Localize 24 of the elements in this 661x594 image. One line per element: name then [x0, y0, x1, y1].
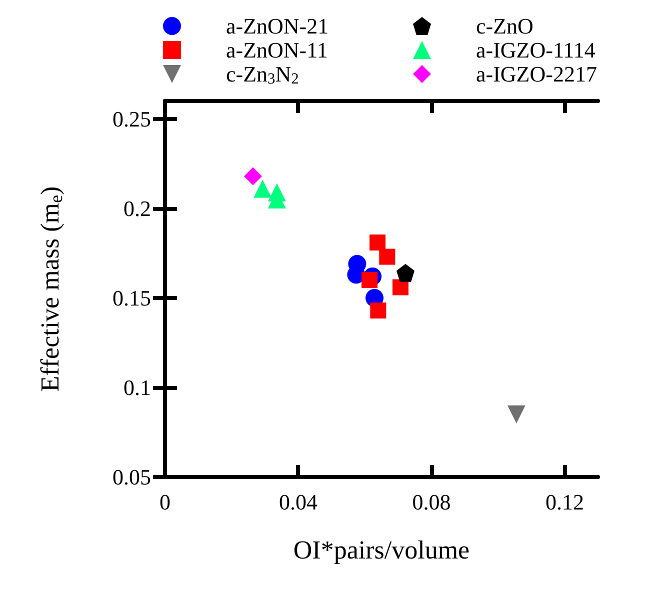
x-tick-label: 0.04: [278, 490, 318, 514]
y-tick-label: 0.25: [112, 106, 151, 132]
point: [396, 264, 414, 282]
legend-label: a-IGZO-1114: [476, 38, 596, 62]
legend-label: a-ZnON-21: [226, 14, 329, 38]
y-tick-label: 0.15: [112, 285, 151, 310]
legend-label: c-ZnO: [476, 14, 534, 38]
y-tick-label: 0.05: [112, 464, 151, 490]
point: [507, 405, 526, 424]
point: [370, 234, 386, 250]
point: [379, 248, 396, 265]
point: [254, 180, 272, 198]
y-axis-title: Effective mass (me): [36, 186, 66, 392]
legend-label: a-IGZO-2217: [476, 62, 597, 86]
y-tick-label: 0.2: [124, 196, 151, 221]
point: [244, 167, 262, 186]
x-tick-label: 0.08: [412, 490, 451, 514]
x-axis-title: OI*pairs/volume: [293, 536, 470, 564]
x-tick-label: 0.12: [545, 490, 584, 514]
y-tick-label: 0.1: [124, 374, 151, 400]
legend-label: a-ZnON-11: [226, 38, 328, 62]
point: [370, 302, 386, 318]
x-tick-label: 0: [160, 490, 170, 514]
point: [362, 272, 378, 288]
